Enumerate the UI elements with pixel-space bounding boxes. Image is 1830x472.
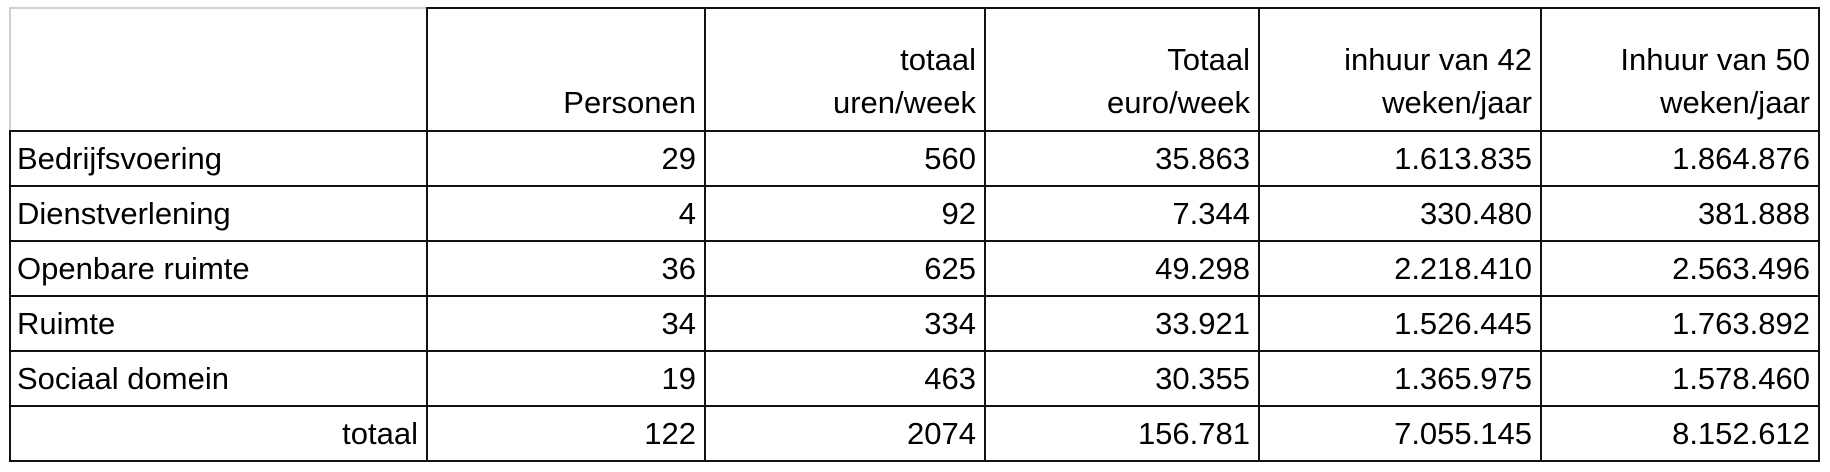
cell-value: 33.921 xyxy=(984,295,1260,352)
header-text: Personen xyxy=(563,85,696,120)
corner-cell xyxy=(9,7,428,132)
cell-value: 122 xyxy=(426,405,706,462)
cell-value: 156.781 xyxy=(984,405,1260,462)
cell-value: 1.864.876 xyxy=(1540,130,1820,187)
cell-value: 1.526.445 xyxy=(1258,295,1542,352)
data-row: Bedrijfsvoering 29 560 35.863 1.613.835 1.864… xyxy=(9,130,1820,187)
header-text: weken/jaar xyxy=(1382,85,1532,120)
cell-value: 30.355 xyxy=(984,350,1260,407)
row-label: Ruimte xyxy=(9,295,428,352)
cell-value: 463 xyxy=(704,350,986,407)
cell-value: 92 xyxy=(704,185,986,242)
cell-value: 8.152.612 xyxy=(1540,405,1820,462)
header-text: inhuur van 42 xyxy=(1344,42,1532,77)
cell-value: 1.613.835 xyxy=(1258,130,1542,187)
row-label: Bedrijfsvoering xyxy=(9,130,428,187)
cell-value: 1.365.975 xyxy=(1258,350,1542,407)
cell-value: 1.763.892 xyxy=(1540,295,1820,352)
cell-value: 1.578.460 xyxy=(1540,350,1820,407)
data-table: Personen totaal uren/week Totaal euro/week in… xyxy=(9,7,1820,462)
table-body: Personen totaal uren/week Totaal euro/week in… xyxy=(9,7,1820,462)
header-cell: Inhuur van 50 weken/jaar xyxy=(1540,7,1820,132)
cell-value: 625 xyxy=(704,240,986,297)
row-label: Sociaal domein xyxy=(9,350,428,407)
header-text: uren/week xyxy=(832,85,976,120)
cell-value: 29 xyxy=(426,130,706,187)
cell-value: 36 xyxy=(426,240,706,297)
cell-value: 2.218.410 xyxy=(1258,240,1542,297)
header-cell: Totaal euro/week xyxy=(984,7,1260,132)
cell-value: 7.055.145 xyxy=(1258,405,1542,462)
data-row: Dienstverlening 4 92 7.344 330.480 381.888 xyxy=(9,185,1820,242)
header-text: Totaal xyxy=(1167,42,1250,77)
data-row: Openbare ruimte 36 625 49.298 2.218.410 2.563… xyxy=(9,240,1820,297)
cell-value: 2074 xyxy=(704,405,986,462)
cell-value: 2.563.496 xyxy=(1540,240,1820,297)
header-row: Personen totaal uren/week Totaal euro/week in… xyxy=(9,7,1820,132)
cell-value: 381.888 xyxy=(1540,185,1820,242)
header-text: totaal xyxy=(900,42,976,77)
cell-value: 560 xyxy=(704,130,986,187)
cell-value: 334 xyxy=(704,295,986,352)
header-text: weken/jaar xyxy=(1660,85,1810,120)
header-cell: Personen xyxy=(426,7,706,132)
cell-value: 19 xyxy=(426,350,706,407)
cell-value: 4 xyxy=(426,185,706,242)
cell-value: 34 xyxy=(426,295,706,352)
header-cell: inhuur van 42 weken/jaar xyxy=(1258,7,1542,132)
row-label: totaal xyxy=(9,405,428,462)
data-row: Sociaal domein 19 463 30.355 1.365.975 1.578.… xyxy=(9,350,1820,407)
header-text: Inhuur van 50 xyxy=(1620,42,1810,77)
cell-value: 7.344 xyxy=(984,185,1260,242)
header-text: euro/week xyxy=(1106,85,1250,120)
header-cell: totaal uren/week xyxy=(704,7,986,132)
row-label: Openbare ruimte xyxy=(9,240,428,297)
data-row: Ruimte 34 334 33.921 1.526.445 1.763.892 xyxy=(9,295,1820,352)
cell-value: 330.480 xyxy=(1258,185,1542,242)
cell-value: 49.298 xyxy=(984,240,1260,297)
cell-value: 35.863 xyxy=(984,130,1260,187)
total-row: totaal 122 2074 156.781 7.055.145 8.152.612 xyxy=(9,405,1820,462)
row-label: Dienstverlening xyxy=(9,185,428,242)
